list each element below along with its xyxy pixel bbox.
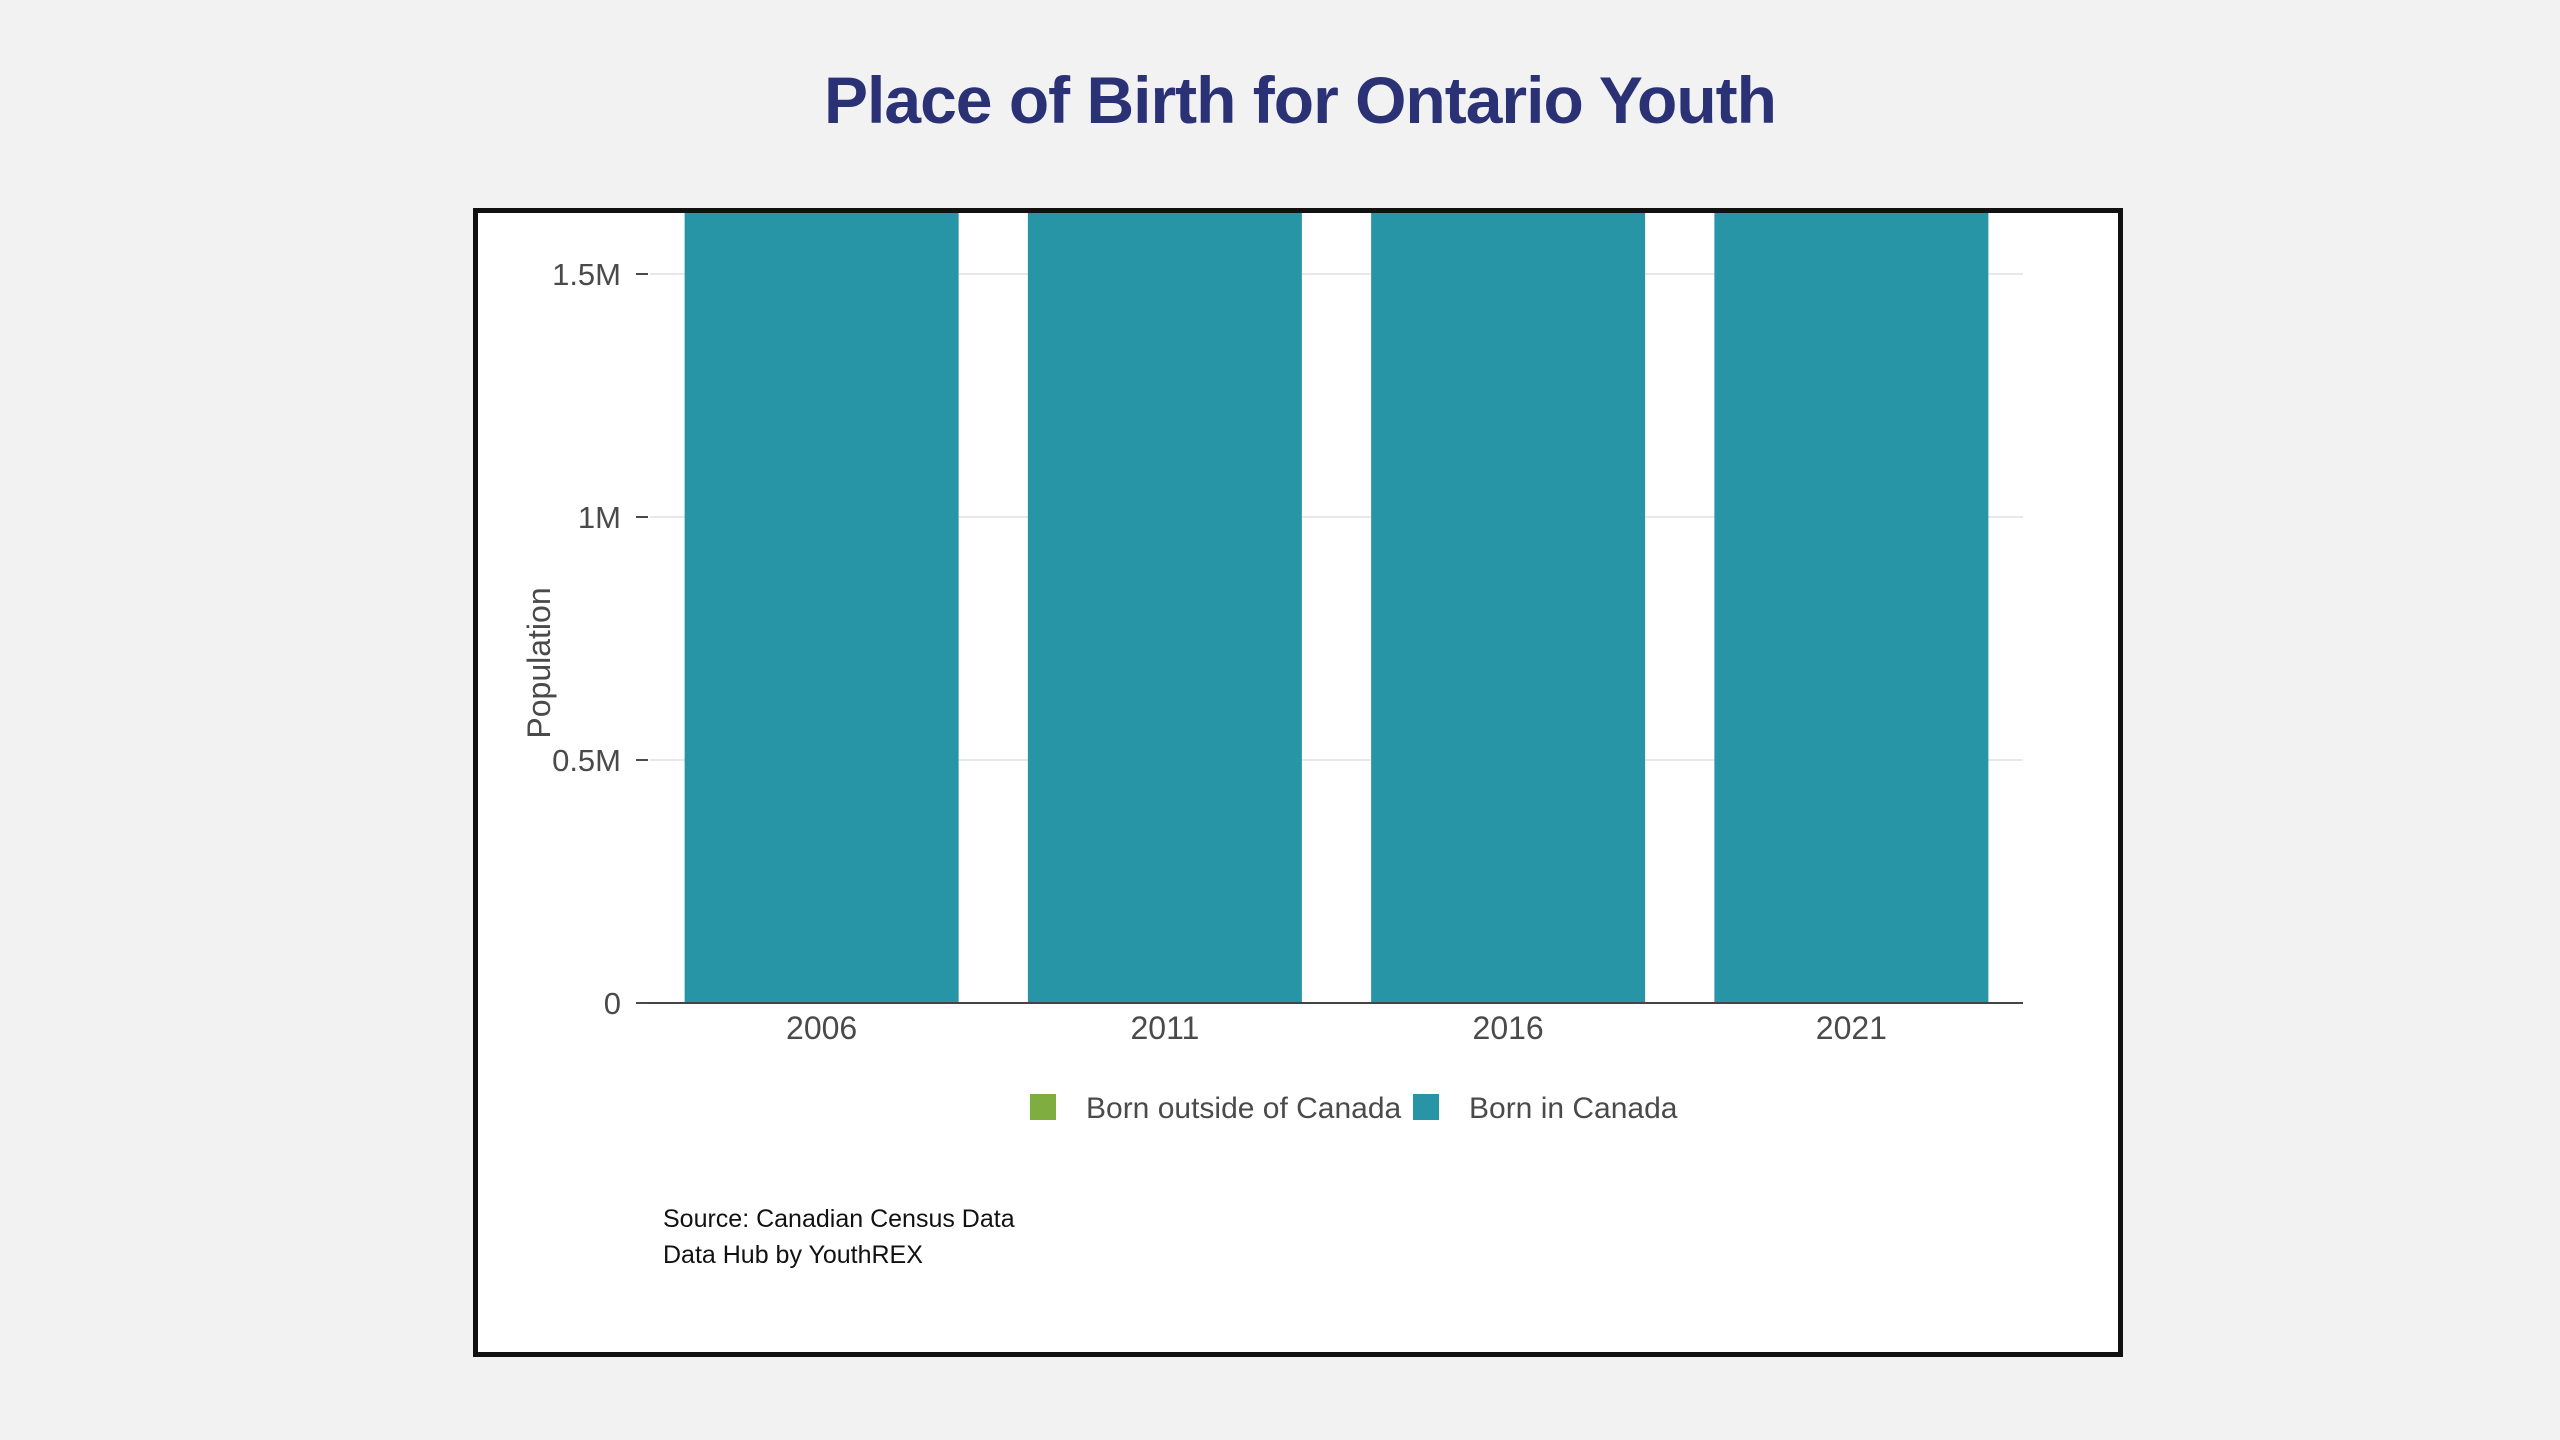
x-tick-label: 2021 xyxy=(1816,1010,1887,1046)
bar-born-in-canada-2006[interactable] xyxy=(684,213,959,1004)
y-tick-label: 0 xyxy=(604,986,621,1021)
page-title: Place of Birth for Ontario Youth xyxy=(824,63,1777,137)
y-tick-label: 1.5M xyxy=(552,257,621,292)
y-tick-label: 1M xyxy=(578,500,621,535)
legend-label: Born outside of Canada xyxy=(1086,1092,1402,1125)
x-tick-label: 2016 xyxy=(1473,1010,1544,1046)
y-axis-title: Population xyxy=(521,587,557,738)
x-tick-label: 2006 xyxy=(786,1010,857,1046)
chart-frame: 00.5M1M1.5M2M2.5M2006201120162021Populat… xyxy=(473,208,2123,1357)
bar-born-in-canada-2016[interactable] xyxy=(1371,213,1646,1003)
bar-born-in-canada-2021[interactable] xyxy=(1714,213,1989,1003)
y-tick-label: 0.5M xyxy=(552,743,621,778)
legend: Born outside of Canada Born in Canada xyxy=(1030,1092,1678,1125)
axes: 00.5M1M1.5M2M2.5M2006201120162021Populat… xyxy=(521,257,2023,1046)
source-line: Source: Canadian Census Data xyxy=(663,1205,1015,1233)
bar-born-in-canada-2011[interactable] xyxy=(1027,213,1302,1004)
legend-swatch xyxy=(1030,1094,1056,1120)
credit-line: Data Hub by YouthREX xyxy=(663,1241,923,1269)
legend-label: Born in Canada xyxy=(1469,1092,1678,1125)
bars xyxy=(684,213,1989,1004)
legend-swatch xyxy=(1413,1094,1439,1120)
source-note: Source: Canadian Census Data Data Hub by… xyxy=(663,1201,1015,1273)
chart-svg: 00.5M1M1.5M2M2.5M2006201120162021Populat… xyxy=(521,213,2023,1125)
x-tick-label: 2011 xyxy=(1130,1010,1199,1046)
